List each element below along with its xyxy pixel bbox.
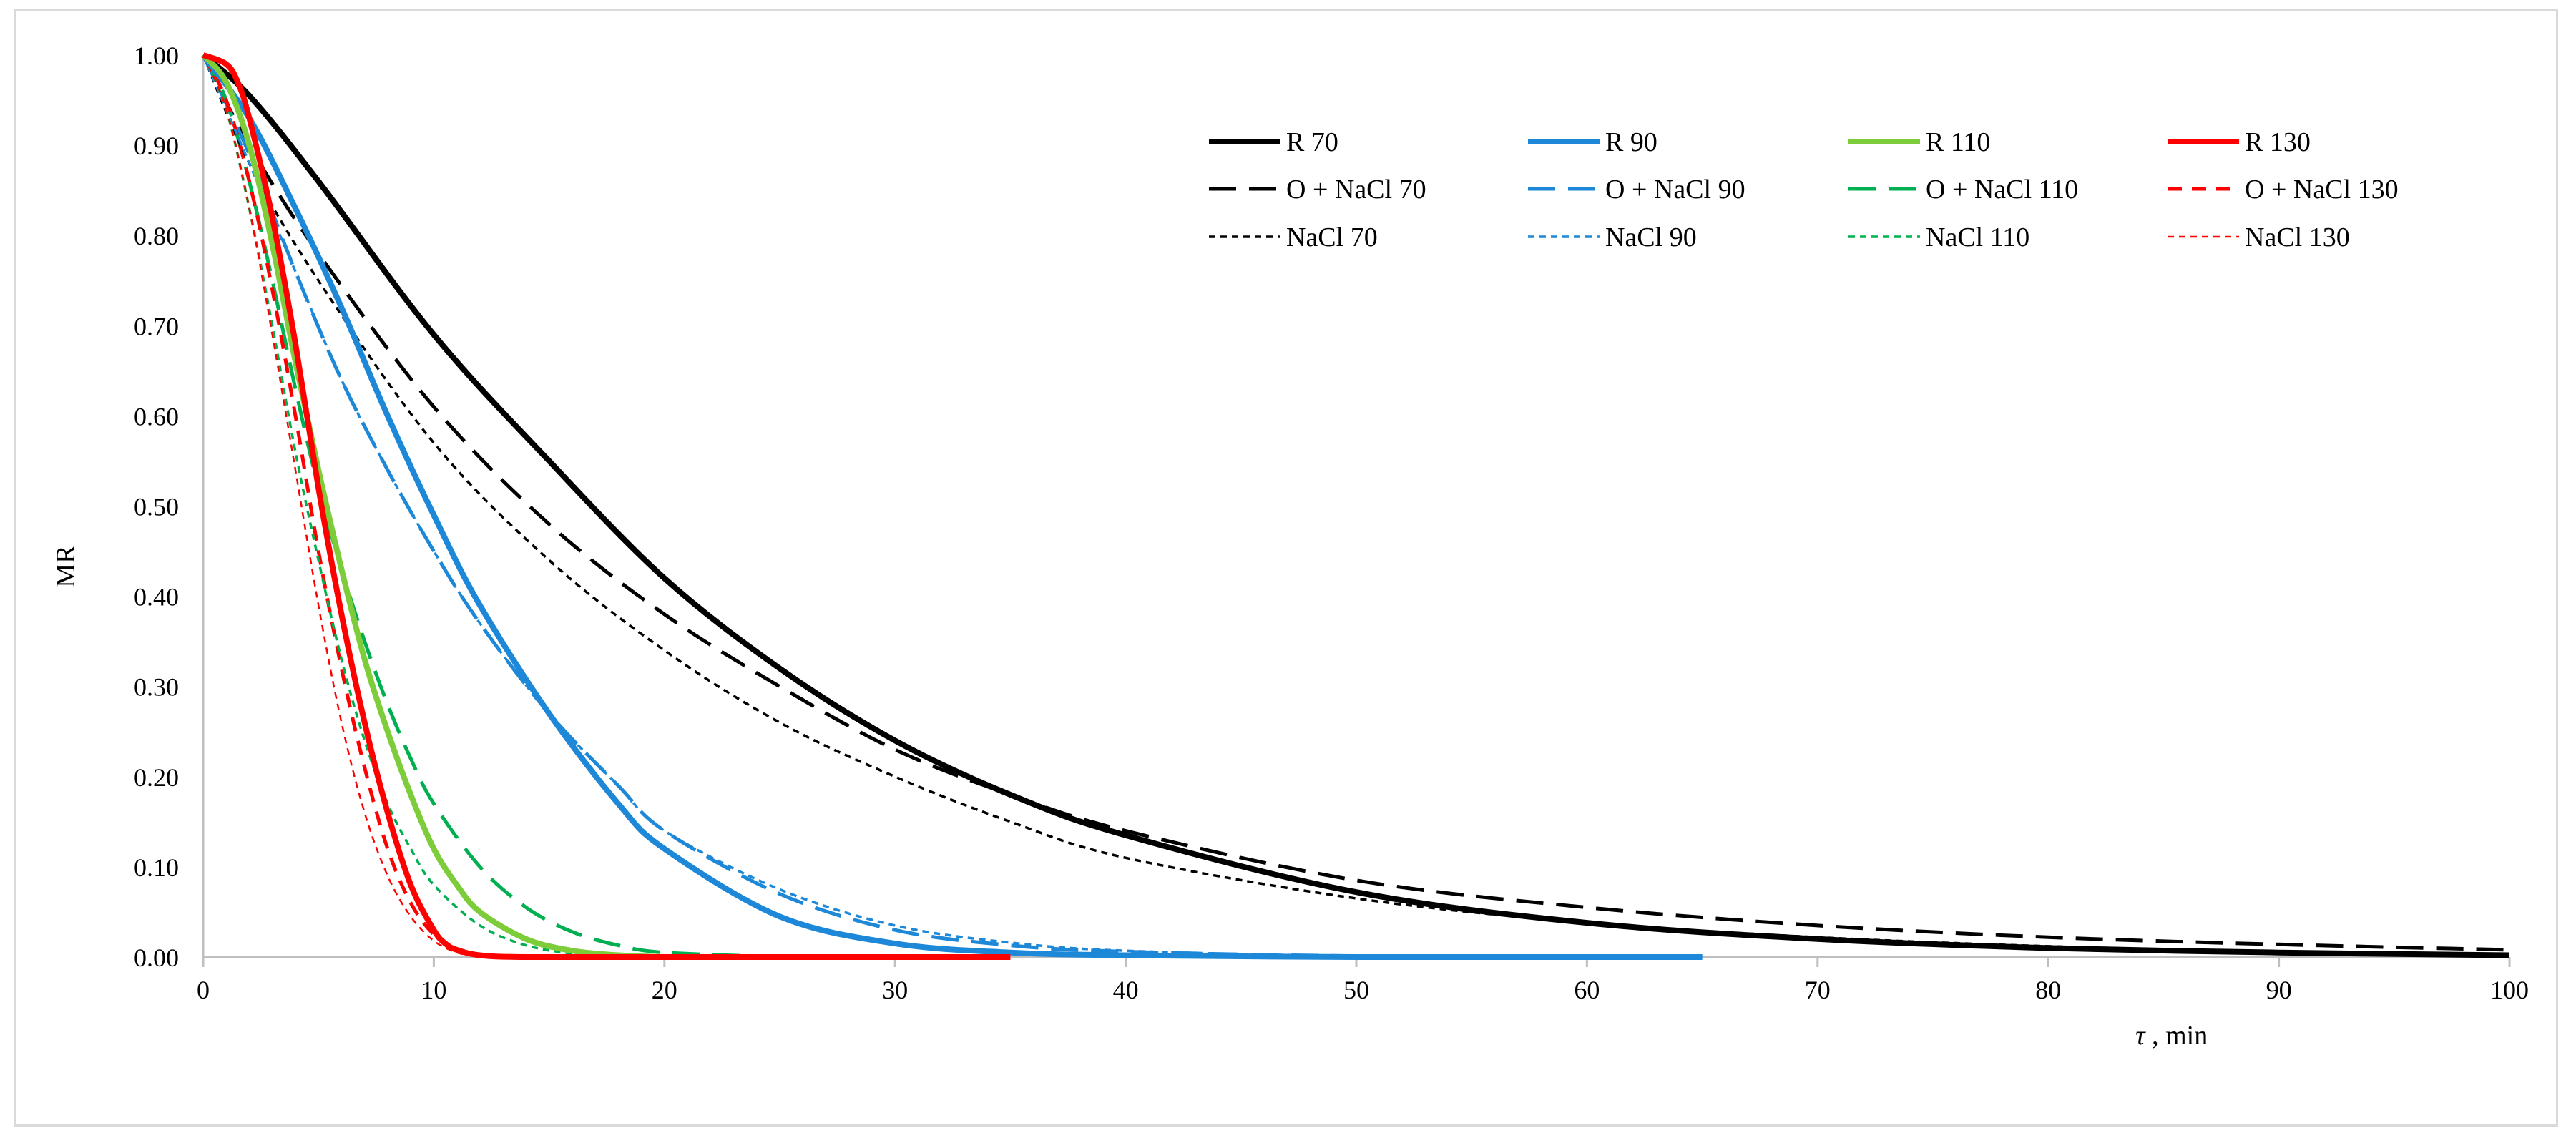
legend-label: O + NaCl 130 bbox=[2245, 175, 2399, 205]
y-tick-label: 0.30 bbox=[134, 673, 179, 702]
y-tick-label: 0.50 bbox=[134, 493, 179, 521]
legend-label: NaCl 110 bbox=[1926, 222, 2029, 252]
legend-item-nacl-110: NaCl 110 bbox=[1848, 222, 2029, 252]
legend-item-o-nacl-70: O + NaCl 70 bbox=[1209, 175, 1426, 205]
legend-label: O + NaCl 70 bbox=[1286, 175, 1426, 205]
x-tick-label: 40 bbox=[1113, 976, 1139, 1004]
x-tick-label: 50 bbox=[1343, 976, 1369, 1004]
series-line-r-130 bbox=[202, 52, 1011, 961]
x-tick-label: 20 bbox=[652, 976, 677, 1004]
series-line-r-90 bbox=[200, 53, 1703, 961]
x-tick-label: 80 bbox=[2035, 976, 2061, 1004]
y-tick-label: 0.60 bbox=[134, 402, 179, 431]
legend: R 70 R 90 R 110 R 130 O + NaCl 70 O + NaCl 90… bbox=[1209, 127, 2399, 252]
legend-label: NaCl 70 bbox=[1286, 222, 1378, 252]
legend-label: NaCl 130 bbox=[2245, 222, 2350, 252]
x-tick-label: 90 bbox=[2266, 976, 2292, 1004]
y-tick-label: 0.40 bbox=[134, 583, 179, 612]
legend-item-o-nacl-130: O + NaCl 130 bbox=[2168, 175, 2399, 205]
x-tick-label: 30 bbox=[882, 976, 908, 1004]
y-tick-label: 0.70 bbox=[134, 312, 179, 340]
y-tick-label: 0.90 bbox=[134, 132, 179, 160]
y-tick-label: 1.00 bbox=[134, 41, 179, 70]
y-tick-label: 0.00 bbox=[134, 943, 179, 972]
legend-item-r-70: R 70 bbox=[1209, 127, 1338, 157]
series-line-nacl-130 bbox=[202, 54, 481, 958]
x-axis-symbol: τ bbox=[2135, 1021, 2146, 1051]
y-tick-label: 0.20 bbox=[134, 763, 179, 792]
legend-item-r-90: R 90 bbox=[1528, 127, 1657, 157]
legend-item-nacl-130: NaCl 130 bbox=[2168, 222, 2350, 252]
legend-label: O + NaCl 110 bbox=[1926, 175, 2078, 205]
legend-label: R 70 bbox=[1286, 127, 1338, 157]
x-tick-label: 0 bbox=[197, 976, 210, 1004]
series-line-r-110 bbox=[200, 53, 665, 960]
legend-item-nacl-90: NaCl 90 bbox=[1528, 222, 1697, 252]
legend-item-r-130: R 130 bbox=[2168, 127, 2311, 157]
y-tick-label: 0.80 bbox=[134, 222, 179, 250]
legend-label: R 110 bbox=[1926, 127, 1990, 157]
series-line-nacl-90 bbox=[202, 54, 1587, 958]
series-lines bbox=[200, 52, 2510, 961]
legend-item-nacl-70: NaCl 70 bbox=[1209, 222, 1378, 252]
legend-label: NaCl 90 bbox=[1605, 222, 1697, 252]
legend-label: O + NaCl 90 bbox=[1605, 175, 1745, 205]
x-axis-unit: , min bbox=[2145, 1021, 2208, 1051]
y-tick-label: 0.10 bbox=[134, 853, 179, 882]
legend-item-o-nacl-110: O + NaCl 110 bbox=[1848, 175, 2078, 205]
x-tick-label: 70 bbox=[1805, 976, 1831, 1004]
legend-label: R 90 bbox=[1605, 127, 1657, 157]
legend-item-o-nacl-90: O + NaCl 90 bbox=[1528, 175, 1745, 205]
x-tick-label: 100 bbox=[2490, 976, 2529, 1004]
y-axis-label: MR bbox=[51, 545, 81, 588]
series-line-r-70 bbox=[201, 52, 2510, 958]
x-axis-label: τ , min bbox=[2135, 1021, 2208, 1051]
legend-item-r-110: R 110 bbox=[1848, 127, 1990, 157]
x-tick-label: 60 bbox=[1574, 976, 1600, 1004]
x-tick-label: 10 bbox=[421, 976, 446, 1004]
legend-label: R 130 bbox=[2245, 127, 2311, 157]
